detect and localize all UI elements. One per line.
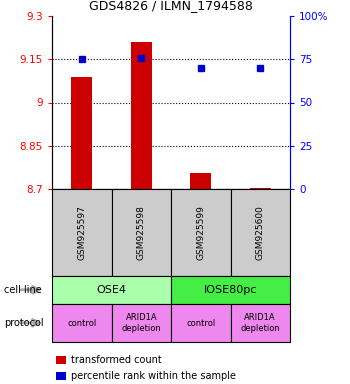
Bar bbox=[131, 42, 152, 189]
Text: GSM925597: GSM925597 bbox=[77, 205, 86, 260]
Text: IOSE80pc: IOSE80pc bbox=[204, 285, 257, 295]
Text: GSM925600: GSM925600 bbox=[256, 205, 265, 260]
Bar bbox=[250, 188, 271, 189]
Text: percentile rank within the sample: percentile rank within the sample bbox=[71, 371, 236, 381]
Text: ARID1A
depletion: ARID1A depletion bbox=[240, 313, 280, 333]
Title: GDS4826 / ILMN_1794588: GDS4826 / ILMN_1794588 bbox=[89, 0, 253, 12]
Text: ARID1A
depletion: ARID1A depletion bbox=[121, 313, 161, 333]
Text: protocol: protocol bbox=[4, 318, 44, 328]
Text: GSM925598: GSM925598 bbox=[137, 205, 146, 260]
Text: control: control bbox=[186, 318, 215, 328]
Text: OSE4: OSE4 bbox=[97, 285, 126, 295]
Text: control: control bbox=[67, 318, 96, 328]
Text: transformed count: transformed count bbox=[71, 355, 162, 365]
Bar bbox=[190, 173, 211, 189]
Text: cell line: cell line bbox=[4, 285, 42, 295]
Bar bbox=[71, 76, 92, 189]
Text: GSM925599: GSM925599 bbox=[196, 205, 205, 260]
